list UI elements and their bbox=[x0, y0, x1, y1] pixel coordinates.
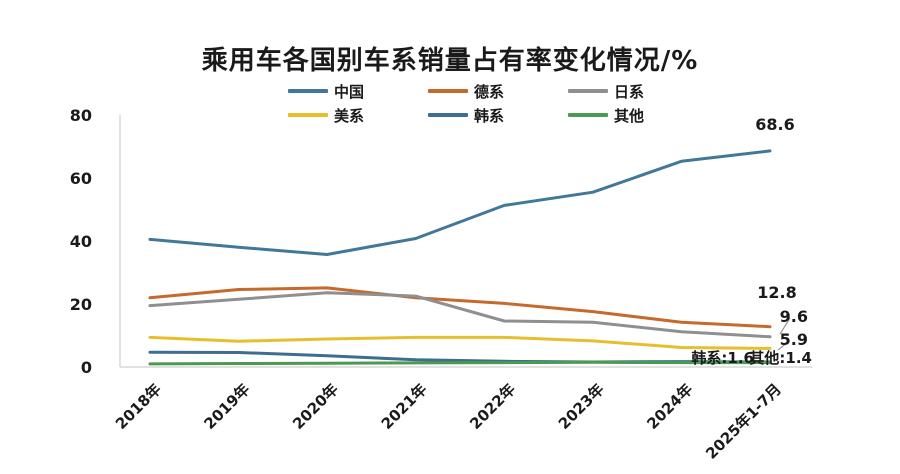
x-tick-label: 2024年 bbox=[643, 380, 696, 433]
y-tick-label: 60 bbox=[70, 169, 92, 188]
data-label: 韩系:1.6 bbox=[691, 349, 754, 367]
legend-label: 美系 bbox=[334, 106, 365, 125]
legend-swatch bbox=[428, 89, 468, 93]
series-line bbox=[148, 286, 772, 329]
data-label: 9.6 bbox=[780, 307, 808, 326]
x-tick-labels: 2018年 2019年 2020年 2021年 2022年 2023年 2024年 2025年… bbox=[112, 380, 785, 463]
label-leader-line bbox=[779, 317, 791, 335]
y-tick-labels: 0 20 40 60 80 bbox=[70, 106, 92, 377]
series-line bbox=[148, 291, 772, 339]
series-line bbox=[148, 335, 772, 350]
legend-swatch bbox=[568, 89, 608, 93]
legend-swatch bbox=[428, 113, 468, 117]
legend-item: 中国 bbox=[288, 80, 428, 102]
y-tick-label: 20 bbox=[70, 295, 92, 314]
series-line bbox=[148, 360, 772, 366]
data-label: 68.6 bbox=[755, 115, 794, 134]
x-tick-label: 2019年 bbox=[201, 380, 254, 433]
legend-item: 美系 bbox=[288, 104, 428, 126]
series-line bbox=[148, 149, 772, 256]
legend-item: 日系 bbox=[568, 80, 708, 102]
legend-swatch bbox=[568, 113, 608, 117]
y-tick-label: 40 bbox=[70, 232, 92, 251]
legend-label: 其他 bbox=[614, 106, 645, 125]
x-tick-label: 2023年 bbox=[555, 380, 608, 433]
legend-label: 日系 bbox=[614, 82, 645, 101]
x-tick-label: 2025年1-7月 bbox=[702, 380, 785, 463]
legend-item: 其他 bbox=[568, 104, 708, 126]
data-label: 12.8 bbox=[757, 283, 796, 302]
legend-label: 韩系 bbox=[474, 106, 505, 125]
series-line bbox=[148, 350, 772, 364]
chart-title: 乘用车各国别车系销量占有率变化情况/% bbox=[201, 46, 699, 76]
legend-swatch bbox=[288, 113, 328, 117]
legend-item: 德系 bbox=[428, 80, 568, 102]
data-label: 其他:1.4 bbox=[749, 349, 812, 367]
legend: 中国 德系 日系美系 韩系 其他 bbox=[288, 80, 708, 126]
label-leader-line bbox=[777, 341, 789, 351]
x-tick-label: 2020年 bbox=[289, 380, 342, 433]
x-tick-label: 2022年 bbox=[466, 380, 519, 433]
legend-item: 韩系 bbox=[428, 104, 568, 126]
axes bbox=[119, 115, 812, 368]
series-lines bbox=[148, 149, 772, 366]
x-tick-label: 2021年 bbox=[378, 380, 431, 433]
x-tick-label: 2018年 bbox=[112, 380, 165, 433]
y-tick-label: 80 bbox=[70, 106, 92, 125]
data-labels: 68.6 12.8 9.6 5.9 韩系:1.6其他:1.4 bbox=[691, 115, 812, 367]
legend-label: 德系 bbox=[474, 82, 505, 101]
data-label: 5.9 bbox=[780, 330, 808, 349]
legend-swatch bbox=[288, 89, 328, 93]
legend-label: 中国 bbox=[334, 82, 365, 101]
y-tick-label: 0 bbox=[81, 358, 92, 377]
